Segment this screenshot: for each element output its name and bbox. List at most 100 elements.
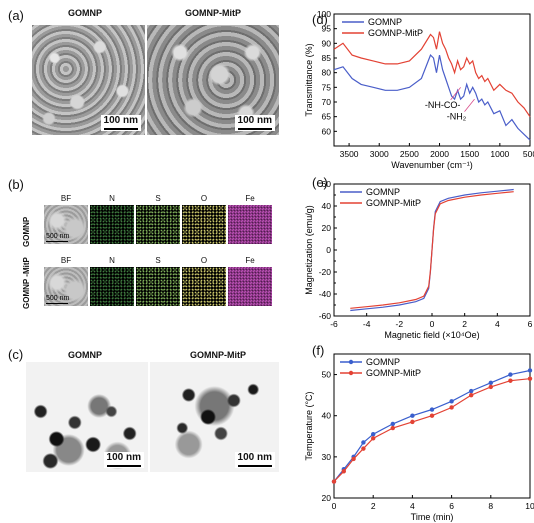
data-point <box>469 388 474 394</box>
y-tick-label: 30 <box>322 452 332 462</box>
eds-scale-bar: 500 nm <box>46 233 69 242</box>
tem-title-left: GOMNP <box>68 350 103 360</box>
eds-column-header: Fe <box>245 194 255 203</box>
x-tick-label: 2500 <box>400 149 419 159</box>
panel-label-f: (f) <box>312 343 325 358</box>
eds-map-s <box>136 205 180 244</box>
x-tick-label: 0 <box>430 319 435 329</box>
x-tick-label: -6 <box>330 319 338 329</box>
x-tick-label: 8 <box>488 501 493 511</box>
data-point <box>449 399 454 404</box>
data-point <box>410 419 415 425</box>
data-point <box>429 413 435 418</box>
eds-map-fe <box>228 267 272 306</box>
eds-column-header: N <box>109 256 115 265</box>
x-tick-label: 2000 <box>430 149 449 159</box>
eds-map-s <box>136 267 180 306</box>
eds-map-bf: 500 nm <box>44 267 88 306</box>
data-point <box>488 384 493 390</box>
sem-title-left: GOMNP <box>68 8 103 18</box>
y-tick-label: 0 <box>326 245 331 255</box>
scale-bar-c-right: 100 nm <box>234 452 275 468</box>
y-tick-label: 75 <box>322 82 332 92</box>
series-line-gomnp <box>333 369 531 482</box>
eds-column-header: Fe <box>245 256 255 265</box>
eds-column-header: N <box>109 194 115 203</box>
y-axis-label: Magnetization (emu/g) <box>304 205 314 295</box>
legend-entry: GOMNP <box>366 357 400 367</box>
y-tick-label: 20 <box>322 223 332 233</box>
y-tick-label: 40 <box>322 411 332 421</box>
data-point <box>390 425 395 431</box>
x-tick-label: 2 <box>462 319 467 329</box>
scale-bar-line <box>106 465 141 467</box>
x-tick-label: 6 <box>449 501 454 511</box>
eds-scale-line <box>46 303 68 304</box>
eds-map-o <box>182 205 226 244</box>
data-point <box>341 469 346 474</box>
annotation-label: -NH₂ <box>447 112 467 122</box>
data-point <box>527 368 533 373</box>
x-tick-label: 3500 <box>340 149 359 159</box>
panel-label-d: (d) <box>312 12 328 27</box>
scale-bar-line <box>237 465 272 467</box>
x-tick-label: -2 <box>396 319 404 329</box>
y-tick-label: 80 <box>322 68 332 78</box>
eds-map-o <box>182 267 226 306</box>
data-point <box>469 392 474 398</box>
series-line-gomnp-mitp <box>333 31 531 118</box>
tem-image-gomnp-mitp: 100 nm <box>150 362 279 472</box>
annotation-pointer <box>464 98 475 112</box>
eds-scale-label: 500 nm <box>46 295 70 302</box>
ftir-chart: 3500 3000 2500 2000 1500 1000 500 60 65 70 75 80 85 9… <box>304 9 534 170</box>
temperature-chart: 0 2 4 6 8 10 20 30 40 50 Time (min) Temperature (°C… <box>304 353 534 522</box>
sem-title-right: GOMNP-MitP <box>185 8 241 18</box>
eds-map-bf: 500 nm <box>44 205 88 244</box>
data-point <box>508 372 513 377</box>
y-axis-label: Temperature (°C) <box>304 391 314 460</box>
eds-row-label: GOMNP -MitP <box>22 257 31 309</box>
y-tick-label: -60 <box>319 311 332 321</box>
x-tick-label: -4 <box>363 319 371 329</box>
scale-bar-label: 100 nm <box>237 115 272 126</box>
eds-column-header: O <box>200 194 208 203</box>
tem-title-right: GOMNP-MitP <box>190 350 246 360</box>
data-point <box>449 405 454 410</box>
y-tick-label: 60 <box>322 126 332 136</box>
data-point <box>508 378 513 383</box>
eds-column-header: S <box>155 194 161 203</box>
y-tick-label: 70 <box>322 97 332 107</box>
panel-label-a: (a) <box>8 8 24 23</box>
eds-scale-line <box>46 241 68 242</box>
legend-entry: GOMNP <box>368 17 402 27</box>
scale-bar-line <box>237 128 272 130</box>
x-tick-label: 6 <box>528 319 533 329</box>
scale-bar-label: 100 nm <box>106 452 141 463</box>
y-tick-label: 95 <box>322 24 332 34</box>
y-tick-label: 100 <box>317 9 331 19</box>
eds-map-n <box>90 267 134 306</box>
data-point <box>390 421 395 427</box>
scale-bar-a-left: 100 nm <box>100 115 141 131</box>
y-tick-label: 40 <box>322 201 332 211</box>
legend-entry: GOMNP-MitP <box>366 198 421 208</box>
data-point <box>429 407 435 412</box>
y-tick-label: 20 <box>322 493 332 503</box>
sem-image-gomnp-mitp: 100 nm <box>147 25 279 135</box>
eds-column-header: BF <box>60 256 72 265</box>
plot-frame <box>333 353 531 499</box>
sem-image-gomnp: 100 nm <box>32 25 145 135</box>
x-tick-label: 0 <box>332 501 337 511</box>
x-tick-label: 2 <box>371 501 376 511</box>
eds-scale-bar: 500 nm <box>46 295 69 304</box>
x-tick-label: 4 <box>410 501 415 511</box>
y-tick-label: 85 <box>322 53 332 63</box>
y-tick-label: 60 <box>322 179 332 189</box>
x-axis-label: Magnetic field (×10⁴Oe) <box>384 330 479 340</box>
data-point <box>488 380 493 385</box>
eds-column-header: S <box>155 256 161 265</box>
eds-map-fe <box>228 205 272 244</box>
x-tick-label: 3000 <box>370 149 389 159</box>
scale-bar-c-left: 100 nm <box>103 452 144 468</box>
